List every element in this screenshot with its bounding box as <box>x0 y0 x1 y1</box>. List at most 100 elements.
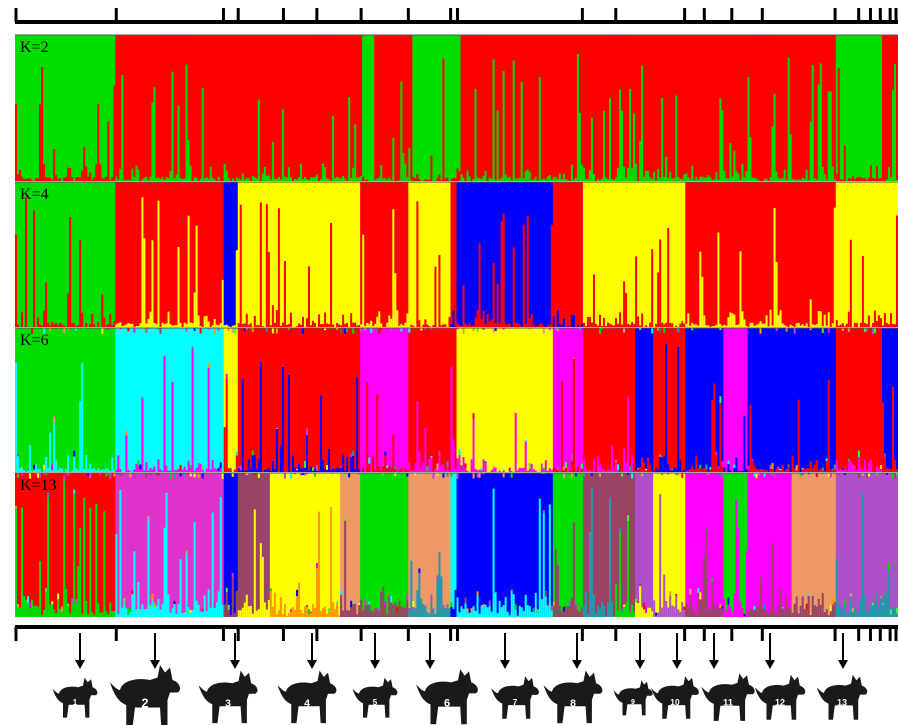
admixture-fraction <box>107 324 110 327</box>
individual-bar <box>55 328 58 472</box>
individual-bar <box>470 328 473 472</box>
admixture-fraction <box>370 320 373 327</box>
admixture-fraction <box>376 608 379 617</box>
individual-bar <box>398 35 401 181</box>
individual-bar <box>572 182 576 327</box>
admixture-fraction <box>253 473 257 476</box>
individual-bar <box>865 182 869 327</box>
admixture-fraction <box>879 318 883 327</box>
individual-bar <box>560 473 564 617</box>
admixture-fraction <box>775 171 778 181</box>
admixture-fraction <box>75 326 78 327</box>
admixture-fraction <box>544 460 548 472</box>
individual-bar <box>83 182 86 327</box>
individual-bar <box>57 473 60 617</box>
individual-bar <box>297 473 301 617</box>
individual-bar <box>121 328 124 472</box>
admixture-fraction <box>615 460 618 462</box>
admixture-fraction <box>895 607 898 614</box>
admixture-fraction <box>428 613 431 617</box>
individual-bar <box>623 473 626 617</box>
dog-silhouette-icon: 5 <box>352 677 398 718</box>
individual-bar <box>354 182 357 327</box>
individual-bar <box>600 182 604 327</box>
individual-bar <box>839 35 843 181</box>
admixture-fraction <box>336 328 339 330</box>
admixture-fraction <box>69 168 72 181</box>
individual-bar <box>458 35 461 181</box>
admixture-fraction <box>574 470 578 472</box>
admixture-fraction <box>592 274 596 327</box>
admixture-fraction <box>600 178 604 181</box>
admixture-fraction <box>51 179 54 181</box>
admixture-fraction <box>893 607 897 617</box>
admixture-fraction <box>39 561 42 617</box>
individual-bar <box>570 35 574 181</box>
admixture-fraction <box>715 605 718 617</box>
admixture-fraction <box>141 179 144 181</box>
admixture-fraction <box>55 613 58 617</box>
admixture-fraction <box>609 98 612 181</box>
individual-bar <box>350 35 353 181</box>
individual-bar <box>739 328 742 472</box>
individual-bar <box>799 182 803 327</box>
admixture-fraction <box>753 177 756 181</box>
individual-bar <box>723 473 726 617</box>
individual-bar <box>809 473 813 617</box>
admixture-fraction <box>151 600 154 617</box>
admixture-fraction <box>237 466 241 469</box>
admixture-fraction <box>213 468 217 472</box>
individual-bar <box>388 182 391 327</box>
admixture-fraction <box>677 176 680 181</box>
admixture-fraction <box>715 601 718 606</box>
admixture-fraction <box>153 602 156 607</box>
individual-bar <box>486 35 490 181</box>
admixture-fraction <box>671 323 674 327</box>
admixture-fraction <box>474 317 477 327</box>
admixture-fraction <box>532 324 536 327</box>
admixture-fraction <box>295 326 299 327</box>
admixture-fraction <box>472 325 475 327</box>
admixture-fraction <box>442 324 445 327</box>
individual-bar <box>466 473 469 617</box>
admixture-fraction <box>384 451 387 456</box>
individual-bar <box>496 35 500 181</box>
individual-bar <box>430 182 433 327</box>
admixture-fraction <box>851 176 855 181</box>
individual-bar <box>617 473 620 617</box>
admixture-fraction <box>855 177 859 181</box>
admixture-fraction <box>171 381 174 472</box>
admixture-fraction <box>574 177 578 181</box>
individual-bar <box>538 328 542 472</box>
admixture-fraction <box>111 457 114 472</box>
admixture-fraction <box>825 609 829 617</box>
individual-bar <box>588 328 592 472</box>
individual-bar <box>422 182 425 327</box>
admixture-fraction <box>308 266 311 327</box>
admixture-fraction <box>578 112 582 181</box>
individual-bar <box>195 473 199 617</box>
individual-bar <box>494 328 498 472</box>
individual-bar <box>303 182 307 327</box>
individual-bar <box>360 473 363 617</box>
admixture-fraction <box>530 463 534 472</box>
admixture-fraction <box>67 455 70 472</box>
admixture-fraction <box>552 601 556 606</box>
admixture-fraction <box>631 473 634 479</box>
admixture-fraction <box>107 614 110 617</box>
admixture-fraction <box>452 608 455 617</box>
admixture-fraction <box>340 325 343 327</box>
admixture-fraction <box>442 473 445 478</box>
admixture-fraction <box>865 470 869 472</box>
individual-bar <box>245 182 249 327</box>
individual-bar <box>889 35 893 181</box>
admixture-fraction <box>183 178 186 181</box>
admixture-fraction <box>191 323 195 327</box>
individual-bar <box>412 182 415 327</box>
individual-bar <box>576 182 580 327</box>
admixture-fraction <box>665 156 668 181</box>
individual-bar <box>775 182 778 327</box>
individual-bar <box>63 35 66 181</box>
individual-bar <box>394 182 397 327</box>
individual-bar <box>137 35 140 181</box>
